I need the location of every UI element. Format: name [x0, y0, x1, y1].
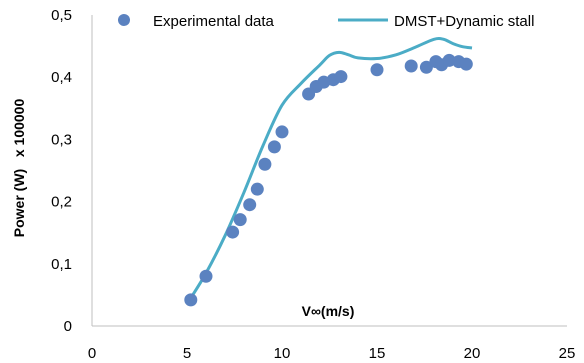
x-axis-title: V∞(m/s) [302, 303, 355, 319]
experimental-data-point [267, 140, 281, 154]
y-axis-title: Power (W) x 100000 [11, 99, 27, 238]
x-tick-label: 25 [559, 345, 576, 362]
x-tick-label: 0 [88, 345, 96, 362]
experimental-data-point [275, 125, 289, 139]
legend-label-model: DMST+Dynamic stall [394, 13, 534, 30]
x-tick-label: 5 [183, 345, 191, 362]
experimental-series [184, 53, 473, 307]
experimental-data-point [442, 53, 456, 67]
experimental-data-point [404, 59, 418, 73]
plot-area [91, 15, 567, 327]
y-tick-label: 0 [64, 318, 72, 335]
x-tick-label: 15 [369, 345, 386, 362]
y-tick-label: 0,5 [51, 7, 72, 24]
experimental-data-point [199, 269, 213, 283]
y-tick-label: 0,3 [51, 131, 72, 148]
y-tick-label: 0,4 [51, 69, 72, 86]
experimental-data-point [184, 293, 198, 307]
legend-marker-experimental [118, 14, 130, 26]
y-tick-labels: 0 0,1 0,2 0,3 0,4 0,5 [51, 7, 72, 335]
legend: Experimental data DMST+Dynamic stall [118, 13, 534, 30]
experimental-data-point [250, 182, 264, 196]
model-series-line [189, 36, 473, 299]
experimental-data-point [243, 198, 257, 212]
experimental-data-point [419, 60, 433, 74]
experimental-data-point [459, 57, 473, 71]
experimental-data-point [233, 213, 247, 227]
x-tick-label: 10 [274, 345, 291, 362]
experimental-data-point [334, 70, 348, 84]
experimental-data-point [226, 225, 240, 239]
experimental-data-point [258, 157, 272, 171]
x-tick-label: 20 [464, 345, 481, 362]
y-tick-label: 0,1 [51, 256, 72, 273]
experimental-data-point [370, 63, 384, 77]
y-tick-label: 0,2 [51, 194, 72, 211]
model-series [189, 36, 473, 299]
x-tick-labels: 0 5 10 15 20 25 [88, 345, 576, 362]
legend-label-experimental: Experimental data [153, 13, 275, 30]
